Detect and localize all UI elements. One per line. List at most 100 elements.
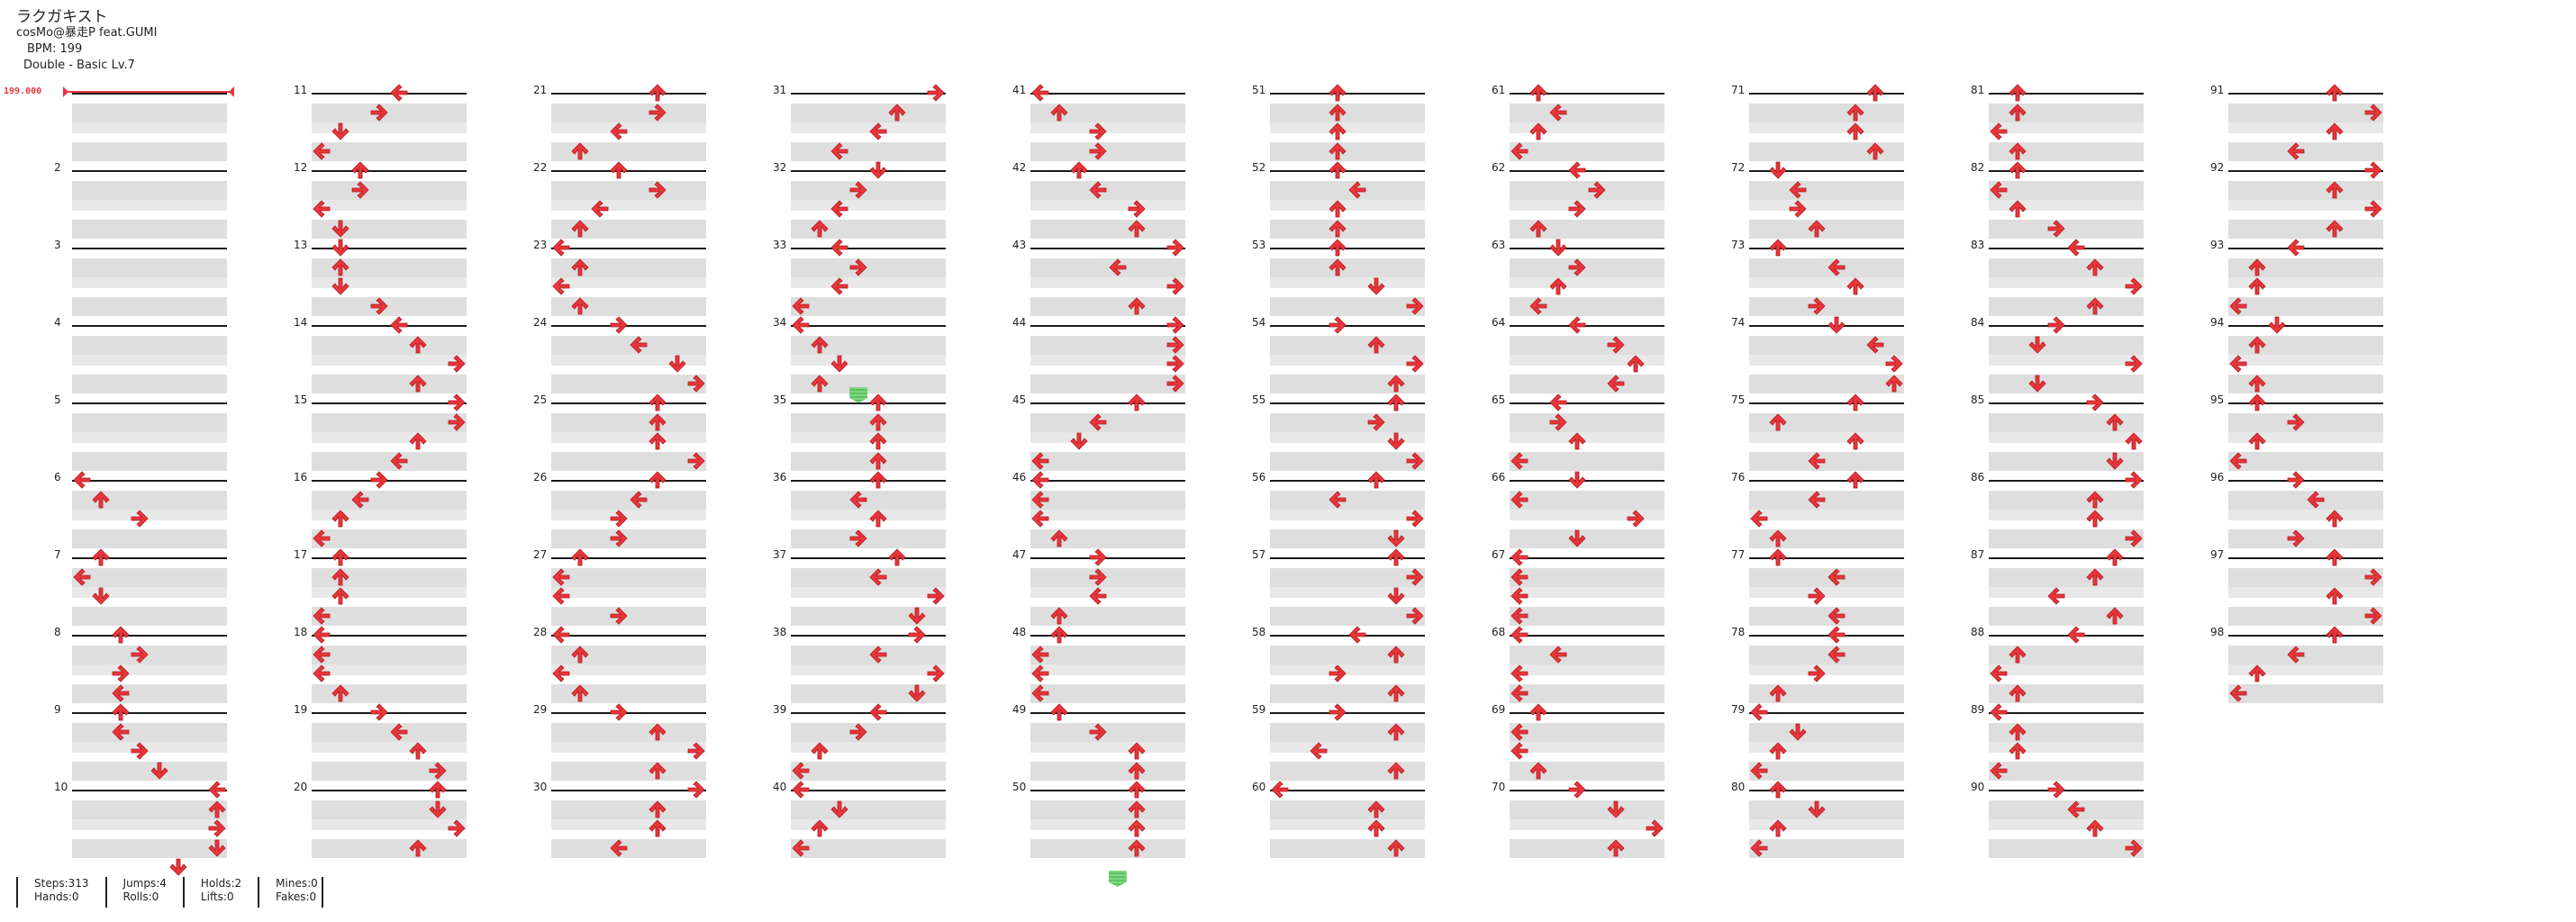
beat-stripe <box>1989 510 2144 520</box>
song-title: ラクガキスト <box>16 8 108 26</box>
beat-stripe <box>1989 606 2144 626</box>
arrow-down-icon <box>2325 509 2345 529</box>
measure-line <box>1989 635 2144 637</box>
arrow-left-icon <box>389 315 409 335</box>
measure: 77 <box>1731 548 1904 635</box>
arrow-left-icon <box>1807 490 1827 510</box>
beat-stripe <box>1749 510 1904 520</box>
arrow-down-icon <box>1386 838 1406 858</box>
measure-number: 76 <box>1731 471 1746 484</box>
arrow-left-icon <box>1510 625 1529 645</box>
beat-stripe <box>1510 374 1664 393</box>
arrow-down-icon <box>810 335 830 355</box>
measure: 83 <box>1971 239 2144 325</box>
arrow-right-icon <box>1088 122 1108 141</box>
measure-number: 59 <box>1252 703 1266 716</box>
arrow-right-icon <box>2046 315 2066 335</box>
arrow-down-icon <box>1127 780 1147 800</box>
arrow-left-icon <box>609 122 629 141</box>
beat-stripe <box>1989 451 2144 471</box>
measure-line <box>1989 248 2144 249</box>
beat-stripe <box>1270 451 1425 471</box>
measure-line <box>1030 402 1185 404</box>
beat-stripe <box>72 587 227 598</box>
beat-stripe <box>551 277 706 288</box>
measure-number: 68 <box>1492 626 1506 638</box>
measure-line <box>312 635 467 637</box>
arrow-left-icon <box>1270 780 1290 800</box>
measure-number: 8 <box>54 626 61 638</box>
beat-stripe <box>1270 122 1425 133</box>
measure-number: 19 <box>294 703 308 716</box>
arrow-right-icon <box>686 741 706 761</box>
arrow-down-icon <box>1328 122 1347 141</box>
beat-stripe <box>312 664 467 675</box>
arrow-left-icon <box>1807 451 1827 471</box>
arrow-right-icon <box>1567 780 1587 800</box>
measure-line <box>1270 557 1425 559</box>
arrow-right-icon <box>686 780 706 800</box>
arrow-down-icon <box>2008 683 2027 703</box>
arrow-right-icon <box>1088 141 1108 161</box>
beat-stripe <box>312 645 467 664</box>
beat-stripe <box>1510 219 1664 239</box>
arrow-down-icon <box>1846 103 1865 122</box>
arrow-down-icon <box>570 258 590 277</box>
measure-number: 47 <box>1012 548 1027 561</box>
beat-stripe <box>791 761 946 781</box>
beat-stripe <box>2228 200 2383 211</box>
bpm-change-label: 199.000 <box>4 86 42 96</box>
measure-line <box>312 557 467 559</box>
arrow-down-icon <box>570 296 590 316</box>
arrow-down-icon <box>2105 547 2125 567</box>
beat-stripe <box>2228 587 2383 598</box>
arrow-down-icon <box>1328 238 1347 258</box>
measure-line <box>551 480 706 482</box>
beat-stripe <box>791 355 946 366</box>
arrow-up-icon <box>168 857 188 877</box>
measure-number: 40 <box>773 781 787 793</box>
arrow-down-icon <box>2085 490 2105 510</box>
arrow-right-icon <box>2363 199 2383 219</box>
measure-line <box>1749 557 1904 559</box>
beat-stripe <box>551 103 706 122</box>
arrow-right-icon <box>1405 606 1425 626</box>
arrow-down-icon <box>810 818 830 838</box>
measure-number: 55 <box>1252 393 1266 406</box>
arrow-right-icon <box>648 180 667 200</box>
arrow-right-icon <box>1567 199 1587 219</box>
measure-number: 15 <box>294 393 308 406</box>
measure: 3 <box>54 239 227 325</box>
beat-stripe <box>791 567 946 587</box>
beat-stripe <box>791 722 946 742</box>
beat-stripe <box>1749 606 1904 626</box>
measure: 47 <box>1012 548 1185 635</box>
beat-stripe <box>1989 200 2144 211</box>
beat-stripe <box>1030 664 1185 675</box>
beat-stripe <box>791 277 946 288</box>
arrow-left-icon <box>312 199 331 219</box>
beat-stripe <box>551 122 706 133</box>
measure-number: 72 <box>1731 161 1746 174</box>
arrow-left-icon <box>551 664 571 683</box>
beat-stripe <box>1749 761 1904 781</box>
arrow-right-icon <box>2046 219 2066 239</box>
arrow-down-icon <box>1049 625 1069 645</box>
arrow-left-icon <box>2046 586 2066 606</box>
arrow-down-icon <box>1884 374 1904 393</box>
measure-line <box>312 93 467 95</box>
arrow-down-icon <box>648 470 667 490</box>
arrow-down-icon <box>1768 818 1788 838</box>
hold-tail <box>1108 871 1127 887</box>
arrow-right-icon <box>1884 354 1904 374</box>
arrow-down-icon <box>1846 393 1865 412</box>
measure: 74 <box>1731 316 1904 402</box>
measure-number: 43 <box>1012 239 1027 251</box>
measure: 14 <box>294 316 467 402</box>
measure-number: 81 <box>1971 84 1985 96</box>
measure-line <box>1989 557 2144 559</box>
arrow-down-icon <box>1768 547 1788 567</box>
beat-stripe <box>1989 122 2144 133</box>
measure: 52 <box>1252 161 1425 248</box>
measure: 93 <box>2210 239 2383 325</box>
